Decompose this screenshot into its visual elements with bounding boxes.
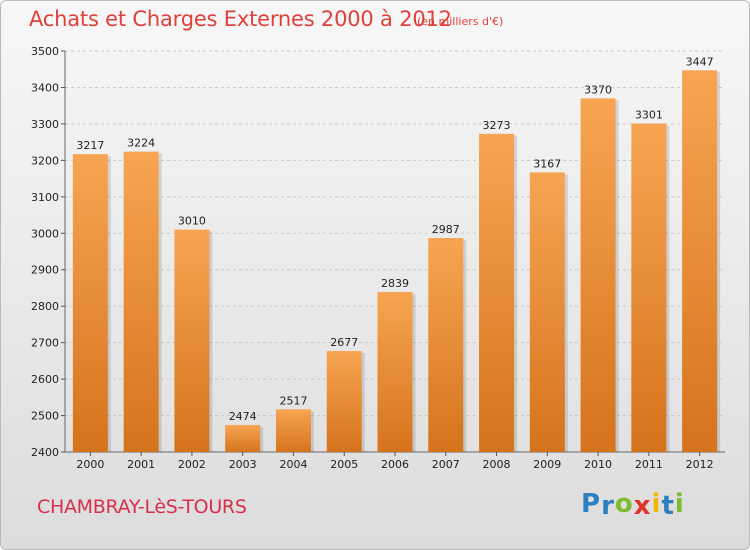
y-tick-label: 3000 <box>31 227 59 240</box>
data-label-2008: 3273 <box>483 119 511 132</box>
bar-2002 <box>174 229 210 452</box>
data-label-2012: 3447 <box>686 55 714 68</box>
data-label-2001: 3224 <box>127 137 155 150</box>
data-label-2002: 3010 <box>178 215 206 228</box>
x-tick-label-2011: 2011 <box>635 458 663 471</box>
data-label-2006: 2839 <box>381 277 409 290</box>
city-name: CHAMBRAY-LèS-TOURS <box>37 496 247 518</box>
logo-letter: t <box>661 491 675 521</box>
chart-subtitle: (en milliers d'€) <box>417 15 504 28</box>
logo-letter: o <box>614 489 634 519</box>
data-label-2007: 2987 <box>432 223 460 236</box>
bar-2003 <box>225 425 261 452</box>
x-tick-label-2000: 2000 <box>76 458 104 471</box>
y-tick-label: 3500 <box>31 45 59 58</box>
bar-2010 <box>580 98 616 453</box>
bar-2000 <box>72 154 108 452</box>
x-tick-label-2003: 2003 <box>229 458 257 471</box>
x-tick-label-2001: 2001 <box>127 458 155 471</box>
bars <box>72 70 721 453</box>
y-tick-label: 2400 <box>31 446 59 459</box>
y-tick-label: 2900 <box>31 264 59 277</box>
y-tick-label: 2800 <box>31 300 59 313</box>
x-tick-label-2012: 2012 <box>686 458 714 471</box>
x-tick-label-2006: 2006 <box>381 458 409 471</box>
data-label-2011: 3301 <box>635 109 663 122</box>
bar-2004 <box>275 409 311 452</box>
data-label-2000: 3217 <box>76 139 104 152</box>
x-tick-label-2008: 2008 <box>483 458 511 471</box>
y-tick-label: 3300 <box>31 118 59 131</box>
logo-letter: P <box>581 489 602 519</box>
data-label-2010: 3370 <box>584 83 612 96</box>
y-tick-label: 2500 <box>31 410 59 423</box>
labels: 2400 2500 2600 2700 2800 2900 3000 3100 3200 3300… <box>31 45 714 471</box>
x-tick-label-2009: 2009 <box>533 458 561 471</box>
logo-letter: i <box>651 489 662 519</box>
bar-2006 <box>377 291 413 452</box>
chart-title: Achats et Charges Externes 2000 à 2012 <box>29 7 452 31</box>
y-tick-label: 3200 <box>31 154 59 167</box>
logo-letter: i <box>674 489 685 519</box>
bar-2012 <box>682 70 718 452</box>
y-tick-label: 3100 <box>31 191 59 204</box>
x-tick-label-2002: 2002 <box>178 458 206 471</box>
y-tick-label: 3400 <box>31 81 59 94</box>
x-tick-label-2010: 2010 <box>584 458 612 471</box>
y-tick-label: 2600 <box>31 373 59 386</box>
data-label-2003: 2474 <box>229 410 257 423</box>
bar-2001 <box>123 151 159 452</box>
bar-2007 <box>428 238 464 452</box>
data-label-2005: 2677 <box>330 336 358 349</box>
y-tick-label: 2700 <box>31 337 59 350</box>
x-tick-label-2005: 2005 <box>330 458 358 471</box>
logo-letter: x <box>633 491 652 521</box>
logo-letter: r <box>601 491 615 521</box>
x-tick-label-2004: 2004 <box>279 458 307 471</box>
bar-2009 <box>529 172 565 453</box>
data-label-2009: 3167 <box>533 157 561 170</box>
bar-2008 <box>479 133 515 452</box>
data-label-2004: 2517 <box>279 394 307 407</box>
proxiti-logo[interactable]: Proxiti <box>581 489 685 521</box>
bar-2011 <box>631 123 667 452</box>
x-tick-label-2007: 2007 <box>432 458 460 471</box>
bar-2005 <box>326 351 362 452</box>
